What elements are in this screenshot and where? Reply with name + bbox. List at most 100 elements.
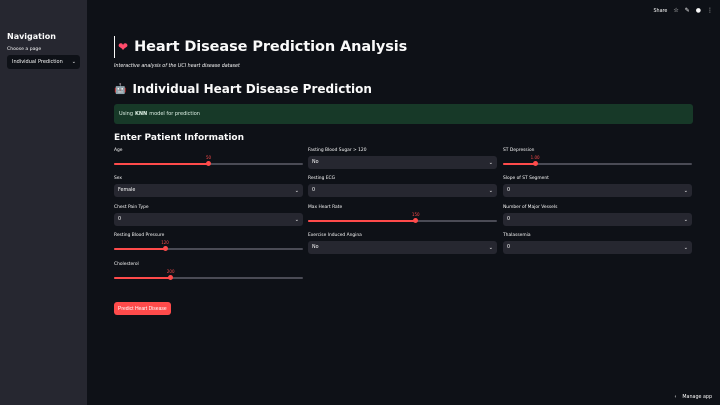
slider-thumb[interactable] bbox=[168, 275, 174, 280]
slider-thumb[interactable] bbox=[413, 218, 419, 223]
manage-app-label: Manage app bbox=[682, 395, 712, 400]
max-hr-slider[interactable]: 150 bbox=[308, 212, 497, 227]
chest-pain-label: Chest Pain Type bbox=[114, 205, 149, 210]
model-info-box: Using KNN model for prediction bbox=[114, 104, 693, 124]
sex-select[interactable]: Female ⌄ bbox=[114, 184, 303, 197]
slider-thumb[interactable] bbox=[162, 246, 168, 251]
slider-thumb[interactable] bbox=[532, 161, 538, 166]
more-icon[interactable]: ⋮ bbox=[707, 7, 713, 14]
st-depression-label: ST Depression bbox=[503, 148, 535, 153]
slider-track bbox=[114, 248, 303, 250]
sex-value: Female bbox=[118, 188, 136, 193]
github-icon[interactable]: ● bbox=[695, 7, 701, 14]
info-model: KNN bbox=[135, 111, 148, 117]
page-select-value: Individual Prediction bbox=[12, 59, 63, 65]
exang-value: No bbox=[312, 245, 319, 250]
page-header: ❤ Heart Disease Prediction Analysis bbox=[114, 36, 693, 58]
sex-field: Sex Female ⌄ bbox=[114, 176, 303, 197]
slider-thumb[interactable] bbox=[206, 161, 211, 166]
fbs-select[interactable]: No ⌄ bbox=[308, 156, 497, 169]
share-button[interactable]: Share bbox=[653, 8, 668, 14]
chevron-down-icon: ⌄ bbox=[683, 216, 688, 223]
resting-bp-field: Resting Blood Pressure 120 bbox=[114, 233, 303, 255]
thal-label: Thalassemia bbox=[503, 233, 531, 238]
slider-track bbox=[114, 277, 303, 279]
sidebar: Navigation Choose a page Individual Pred… bbox=[0, 0, 87, 405]
max-hr-field: Max Heart Rate 150 bbox=[308, 205, 497, 227]
star-icon[interactable]: ☆ bbox=[673, 7, 679, 14]
restecg-label: Resting ECG bbox=[308, 176, 335, 181]
slider-value: 1.00 bbox=[530, 155, 540, 160]
section-title: Individual Heart Disease Prediction bbox=[132, 82, 372, 96]
sidebar-title: Navigation bbox=[7, 32, 56, 41]
page-subtitle: Interactive analysis of the UCI heart di… bbox=[114, 64, 240, 69]
page-select[interactable]: Individual Prediction ⌄ bbox=[7, 55, 80, 69]
thal-value: 0 bbox=[507, 245, 511, 250]
fbs-label: Fasting Blood Sugar > 120 bbox=[308, 148, 367, 153]
slider-fill bbox=[503, 163, 536, 165]
slider-fill bbox=[114, 277, 171, 279]
heart-icon: ❤ bbox=[118, 40, 129, 54]
robot-face-icon: 🤖 bbox=[114, 83, 127, 95]
chest-pain-value: 0 bbox=[118, 217, 122, 222]
restecg-value: 0 bbox=[312, 188, 316, 193]
main-content: ❤ Heart Disease Prediction Analysis Inte… bbox=[114, 36, 693, 318]
vessels-select[interactable]: 0 ⌄ bbox=[503, 213, 692, 226]
fbs-value: No bbox=[312, 160, 319, 165]
thal-select[interactable]: 0 ⌄ bbox=[503, 241, 692, 254]
slope-value: 0 bbox=[507, 188, 511, 193]
info-suffix: model for prediction bbox=[149, 111, 200, 117]
slider-track bbox=[503, 163, 692, 165]
page-select-label: Choose a page bbox=[7, 47, 42, 52]
vessels-value: 0 bbox=[507, 217, 511, 222]
st-depression-field: ST Depression 1.00 bbox=[503, 148, 692, 170]
cholesterol-label: Cholesterol bbox=[114, 262, 139, 267]
restecg-select[interactable]: 0 ⌄ bbox=[308, 184, 497, 197]
restecg-field: Resting ECG 0 ⌄ bbox=[308, 176, 497, 197]
cholesterol-slider[interactable]: 200 bbox=[114, 269, 303, 284]
age-slider[interactable]: 50 bbox=[114, 155, 303, 170]
chevron-down-icon: ⌄ bbox=[488, 244, 493, 251]
slope-label: Slope of ST Segment bbox=[503, 176, 549, 181]
section-header: 🤖 Individual Heart Disease Prediction bbox=[114, 82, 693, 96]
slider-value: 120 bbox=[161, 240, 169, 245]
exang-label: Exercise Induced Angina bbox=[308, 233, 362, 238]
slider-fill bbox=[114, 248, 166, 250]
edit-icon[interactable]: ✎ bbox=[684, 7, 690, 14]
chest-pain-select[interactable]: 0 ⌄ bbox=[114, 213, 303, 226]
slider-value: 50 bbox=[205, 155, 212, 160]
exang-select[interactable]: No ⌄ bbox=[308, 241, 497, 254]
chevron-down-icon: ⌄ bbox=[488, 187, 493, 194]
chevron-down-icon: ⌄ bbox=[294, 187, 299, 194]
sex-label: Sex bbox=[114, 176, 123, 181]
exang-field: Exercise Induced Angina No ⌄ bbox=[308, 233, 497, 254]
fbs-field: Fasting Blood Sugar > 120 No ⌄ bbox=[308, 148, 497, 169]
manage-app-button[interactable]: ‹ Manage app bbox=[674, 395, 712, 400]
patient-form: Age 50 Sex Female ⌄ Chest Pain Type 0 ⌄ … bbox=[114, 148, 693, 318]
slope-select[interactable]: 0 ⌄ bbox=[503, 184, 692, 197]
chevron-down-icon: ⌄ bbox=[294, 216, 299, 223]
vessels-label: Number of Major Vessels bbox=[503, 205, 558, 210]
resting-bp-slider[interactable]: 120 bbox=[114, 240, 303, 255]
age-label: Age bbox=[114, 148, 123, 153]
chevron-left-icon: ‹ bbox=[674, 395, 677, 400]
st-depression-slider[interactable]: 1.00 bbox=[503, 155, 692, 170]
slider-fill bbox=[114, 163, 209, 165]
chevron-down-icon: ⌄ bbox=[683, 244, 688, 251]
cholesterol-field: Cholesterol 200 bbox=[114, 262, 303, 284]
info-prefix: Using bbox=[119, 111, 133, 117]
chevron-down-icon: ⌄ bbox=[683, 187, 688, 194]
age-field: Age 50 bbox=[114, 148, 303, 170]
slider-value: 200 bbox=[166, 269, 175, 274]
predict-button[interactable]: Predict Heart Disease bbox=[114, 302, 171, 315]
vessels-field: Number of Major Vessels 0 ⌄ bbox=[503, 205, 692, 226]
thal-field: Thalassemia 0 ⌄ bbox=[503, 233, 692, 254]
page-title: Heart Disease Prediction Analysis bbox=[134, 39, 408, 55]
slope-field: Slope of ST Segment 0 ⌄ bbox=[503, 176, 692, 197]
resting-bp-label: Resting Blood Pressure bbox=[114, 233, 165, 238]
chevron-down-icon: ⌄ bbox=[71, 59, 76, 65]
top-toolbar: Share ☆ ✎ ● ⋮ bbox=[653, 6, 713, 16]
slider-value: 150 bbox=[411, 212, 420, 217]
max-hr-label: Max Heart Rate bbox=[308, 205, 343, 210]
chest-pain-field: Chest Pain Type 0 ⌄ bbox=[114, 205, 303, 226]
